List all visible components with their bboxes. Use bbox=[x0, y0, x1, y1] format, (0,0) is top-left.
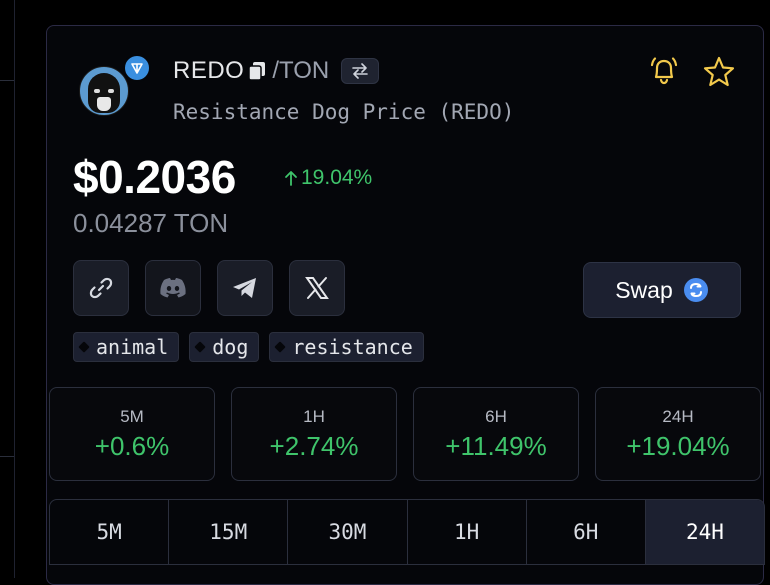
swap-button-label: Swap bbox=[615, 276, 673, 303]
arrow-up-icon bbox=[285, 171, 297, 186]
tag-dog[interactable]: dog bbox=[189, 332, 260, 362]
price-usd: $0.2036 bbox=[73, 151, 236, 203]
x-icon bbox=[305, 277, 329, 299]
rail-divider bbox=[0, 456, 14, 457]
swap-arrows-icon bbox=[352, 63, 369, 79]
stat-5m: 5M +0.6% bbox=[49, 387, 215, 481]
tab-24h[interactable]: 24H bbox=[645, 500, 764, 564]
ton-chain-icon bbox=[123, 54, 151, 82]
token-full-name: Resistance Dog Price (REDO) bbox=[173, 100, 515, 124]
telegram-icon bbox=[233, 278, 256, 298]
price-change-24h: 19.04% bbox=[283, 166, 372, 190]
rail-divider bbox=[0, 80, 14, 81]
stat-24h: 24H +19.04% bbox=[595, 387, 761, 481]
discord-button[interactable] bbox=[145, 260, 201, 316]
token-symbol: REDO bbox=[173, 57, 245, 84]
x-twitter-button[interactable] bbox=[289, 260, 345, 316]
price-change-value: 19.04% bbox=[301, 166, 373, 189]
swap-button[interactable]: Swap bbox=[583, 262, 741, 318]
token-avatar bbox=[79, 54, 151, 116]
left-rail bbox=[0, 0, 15, 578]
website-link-button[interactable] bbox=[73, 260, 129, 316]
discord-icon bbox=[160, 278, 186, 298]
price-native: 0.04287 TON bbox=[73, 208, 229, 238]
copy-icon[interactable] bbox=[248, 61, 266, 81]
tab-30m[interactable]: 30M bbox=[288, 500, 408, 564]
social-links bbox=[73, 260, 345, 316]
stat-6h: 6H +11.49% bbox=[413, 387, 579, 481]
tag-resistance[interactable]: resistance bbox=[269, 332, 424, 362]
tab-15m[interactable]: 15M bbox=[169, 500, 289, 564]
telegram-button[interactable] bbox=[217, 260, 273, 316]
token-info-panel: REDO /TON Resistance Dog Price (REDO) $0… bbox=[46, 25, 765, 585]
avatar bbox=[79, 66, 129, 116]
swap-pair-button[interactable] bbox=[341, 58, 380, 84]
tab-1h[interactable]: 1H bbox=[408, 500, 527, 564]
token-title-row: REDO /TON bbox=[173, 56, 380, 86]
tab-6h[interactable]: 6H bbox=[527, 500, 646, 564]
stat-1h: 1H +2.74% bbox=[231, 387, 397, 481]
link-icon bbox=[89, 277, 113, 299]
favorite-star-icon[interactable] bbox=[701, 54, 737, 90]
price-change-stats: 5M +0.6% 1H +2.74% 6H +11.49% 24H +19.04… bbox=[49, 387, 761, 481]
price-alert-bell-icon[interactable] bbox=[647, 54, 681, 88]
quote-symbol: /TON bbox=[272, 57, 330, 84]
token-tags: animal dog resistance bbox=[73, 332, 424, 362]
tab-5m[interactable]: 5M bbox=[50, 500, 170, 564]
swap-provider-icon bbox=[683, 278, 708, 302]
tag-animal[interactable]: animal bbox=[73, 332, 180, 362]
timeframe-tabs: 5M 15M 30M 1H 6H 24H bbox=[49, 499, 765, 565]
